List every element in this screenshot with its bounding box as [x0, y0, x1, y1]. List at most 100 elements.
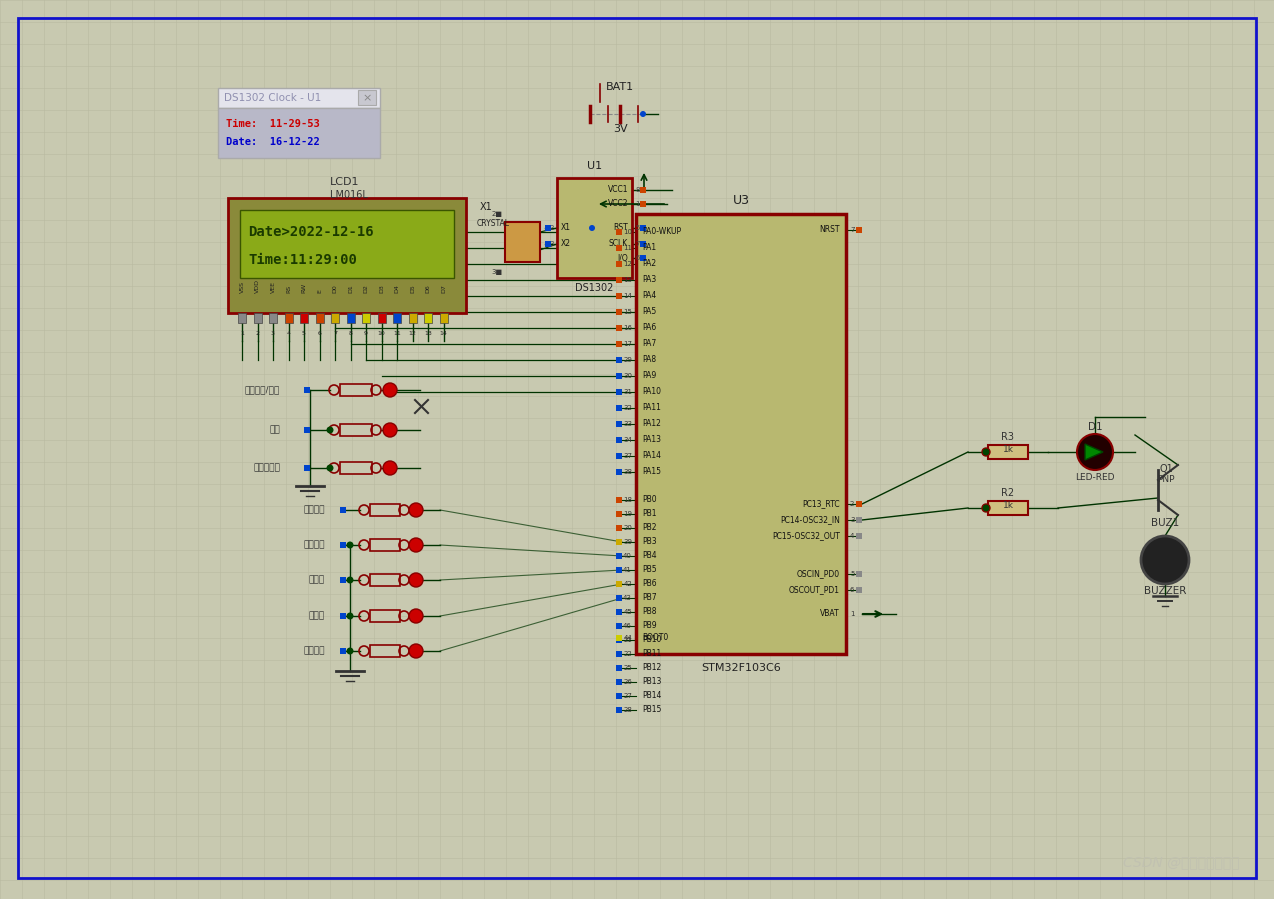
Text: 6: 6	[850, 587, 855, 593]
Text: 13: 13	[424, 331, 432, 336]
Text: 设置闹钟: 设置闹钟	[303, 646, 325, 655]
Text: 8: 8	[349, 331, 353, 336]
Bar	[856, 587, 862, 593]
Bar	[617, 229, 622, 235]
Circle shape	[347, 612, 353, 619]
Text: RW: RW	[302, 283, 307, 293]
Text: 1k: 1k	[1003, 445, 1014, 454]
Bar	[617, 437, 622, 443]
Text: PA6: PA6	[642, 324, 656, 333]
Text: PA9: PA9	[642, 371, 656, 380]
Bar	[218, 88, 380, 108]
Text: VBAT: VBAT	[820, 610, 840, 619]
Bar	[340, 384, 372, 396]
Text: LCD1: LCD1	[330, 177, 359, 187]
Bar	[316, 313, 324, 323]
Bar	[617, 357, 622, 363]
Text: VCC1: VCC1	[608, 185, 628, 194]
Text: 12: 12	[623, 261, 632, 267]
Text: 30: 30	[623, 373, 632, 379]
Text: 3■: 3■	[492, 269, 503, 275]
Text: E: E	[317, 289, 322, 293]
Bar	[545, 225, 550, 231]
Text: 31: 31	[623, 389, 632, 395]
Text: PB11: PB11	[642, 649, 661, 658]
Text: 切换显示: 切换显示	[303, 505, 325, 514]
Bar	[369, 504, 400, 516]
Circle shape	[982, 449, 990, 456]
Bar	[640, 255, 646, 261]
Text: LM016L: LM016L	[330, 190, 368, 200]
Text: PA11: PA11	[642, 404, 661, 413]
Bar	[240, 210, 454, 278]
Text: Time:  11-29-53: Time: 11-29-53	[225, 119, 320, 129]
Text: BUZ1: BUZ1	[1150, 518, 1180, 528]
Text: 3: 3	[850, 517, 855, 523]
Text: 6: 6	[634, 255, 640, 261]
Bar	[617, 665, 622, 671]
Bar	[304, 465, 310, 471]
Circle shape	[1142, 536, 1189, 584]
Text: PA1: PA1	[642, 244, 656, 253]
Text: PA3: PA3	[642, 275, 656, 284]
Text: D4: D4	[395, 284, 400, 293]
Text: PC13_RTC: PC13_RTC	[803, 500, 840, 509]
Bar	[856, 533, 862, 539]
Bar	[617, 469, 622, 475]
Text: PA14: PA14	[642, 451, 661, 460]
Text: PB7: PB7	[642, 593, 656, 602]
Text: 27: 27	[623, 693, 632, 699]
Text: 11: 11	[623, 245, 632, 251]
Text: 34: 34	[623, 437, 632, 443]
Bar	[340, 648, 347, 654]
Circle shape	[383, 383, 397, 397]
Text: 39: 39	[623, 539, 632, 545]
Text: 10: 10	[377, 331, 385, 336]
Text: CRYSTAL: CRYSTAL	[476, 219, 510, 228]
Text: PB3: PB3	[642, 538, 656, 547]
Text: D1: D1	[348, 284, 353, 293]
Bar	[640, 201, 646, 207]
Bar	[617, 309, 622, 315]
Bar	[369, 539, 400, 551]
Text: 15: 15	[623, 309, 632, 315]
Text: 10: 10	[623, 229, 632, 235]
Bar	[617, 595, 622, 601]
Bar	[409, 313, 417, 323]
Text: PC15-OSC32_OUT: PC15-OSC32_OUT	[772, 531, 840, 540]
Bar	[617, 453, 622, 459]
Bar	[617, 497, 622, 503]
Bar	[218, 108, 380, 158]
Text: BOOT0: BOOT0	[642, 634, 669, 643]
Bar	[340, 542, 347, 548]
Text: PA7: PA7	[642, 340, 656, 349]
Bar	[617, 277, 622, 283]
Text: PB9: PB9	[642, 621, 656, 630]
Text: PB1: PB1	[642, 510, 656, 519]
Bar	[304, 427, 310, 433]
Text: 设置时间: 设置时间	[303, 540, 325, 549]
Text: CSDN @单片机技能设计: CSDN @单片机技能设计	[1124, 855, 1240, 869]
Text: 7: 7	[333, 331, 338, 336]
Circle shape	[326, 426, 334, 433]
Text: OSCIN_PD0: OSCIN_PD0	[796, 569, 840, 578]
Bar	[617, 567, 622, 573]
Text: 19: 19	[623, 511, 632, 517]
Bar	[617, 581, 622, 587]
Text: 28: 28	[623, 707, 632, 713]
Bar	[440, 313, 447, 323]
Bar	[617, 609, 622, 615]
Text: 1: 1	[240, 331, 243, 336]
Circle shape	[640, 111, 646, 117]
Circle shape	[347, 576, 353, 583]
Text: U1: U1	[587, 161, 603, 171]
Text: 12: 12	[409, 331, 417, 336]
Bar	[369, 610, 400, 622]
Text: PA13: PA13	[642, 435, 661, 444]
Bar	[304, 387, 310, 393]
Bar	[617, 635, 622, 641]
Bar	[640, 225, 646, 231]
Bar	[284, 313, 293, 323]
Text: D0: D0	[333, 284, 338, 293]
Circle shape	[982, 504, 990, 512]
